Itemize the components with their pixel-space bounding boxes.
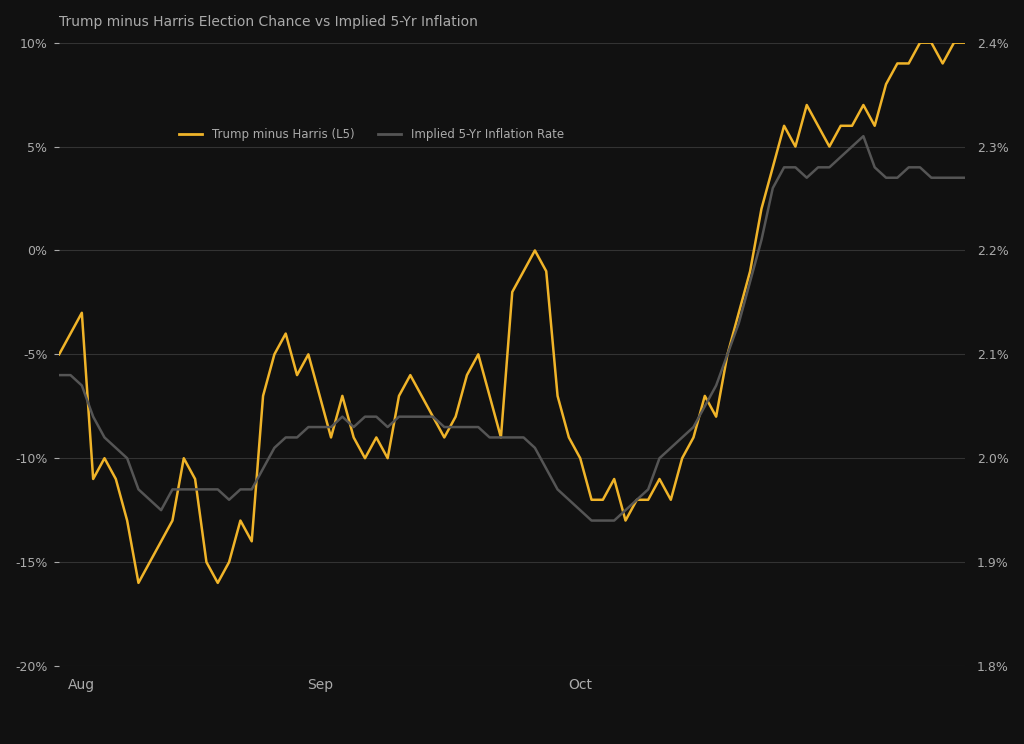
Text: Trump minus Harris Election Chance vs Implied 5-Yr Inflation: Trump minus Harris Election Chance vs Im… — [59, 15, 478, 29]
Legend: Trump minus Harris (L5), Implied 5-Yr Inflation Rate: Trump minus Harris (L5), Implied 5-Yr In… — [174, 124, 568, 146]
